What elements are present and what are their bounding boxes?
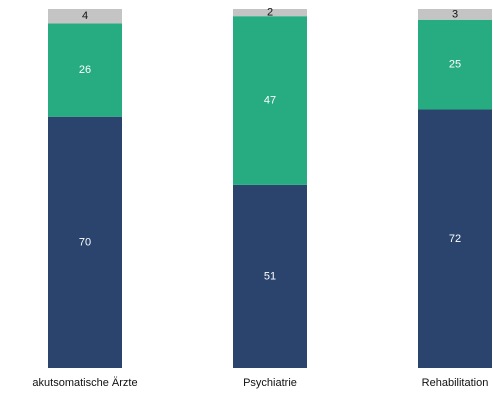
bar-segment bbox=[233, 184, 307, 368]
data-label: 25 bbox=[449, 59, 461, 71]
bar-segment bbox=[48, 9, 122, 24]
data-label: 51 bbox=[264, 270, 276, 282]
data-label: 4 bbox=[82, 10, 88, 22]
bar-segment bbox=[233, 16, 307, 185]
data-label: 47 bbox=[264, 95, 276, 107]
bar-segment bbox=[48, 23, 122, 117]
bar-area: 70 26 4 51 47 2 72 25 3 bbox=[48, 7, 492, 369]
data-label: 70 bbox=[79, 236, 91, 248]
bar-segment bbox=[233, 9, 307, 17]
category-axis: akutsomatische Ärzte Psychiatrie Rehabilit… bbox=[32, 377, 488, 389]
data-label: 2 bbox=[267, 7, 273, 19]
data-label: 3 bbox=[452, 8, 458, 20]
bar-segment bbox=[48, 116, 122, 368]
category-label: Psychiatrie bbox=[243, 377, 297, 389]
bar-segment bbox=[418, 109, 492, 369]
bar-segment bbox=[418, 9, 492, 20]
data-label: 26 bbox=[79, 64, 91, 76]
data-label: 72 bbox=[449, 233, 461, 245]
category-label: Rehabilitation bbox=[422, 377, 489, 389]
category-label: akutsomatische Ärzte bbox=[32, 377, 137, 389]
bar-segment bbox=[418, 19, 492, 110]
